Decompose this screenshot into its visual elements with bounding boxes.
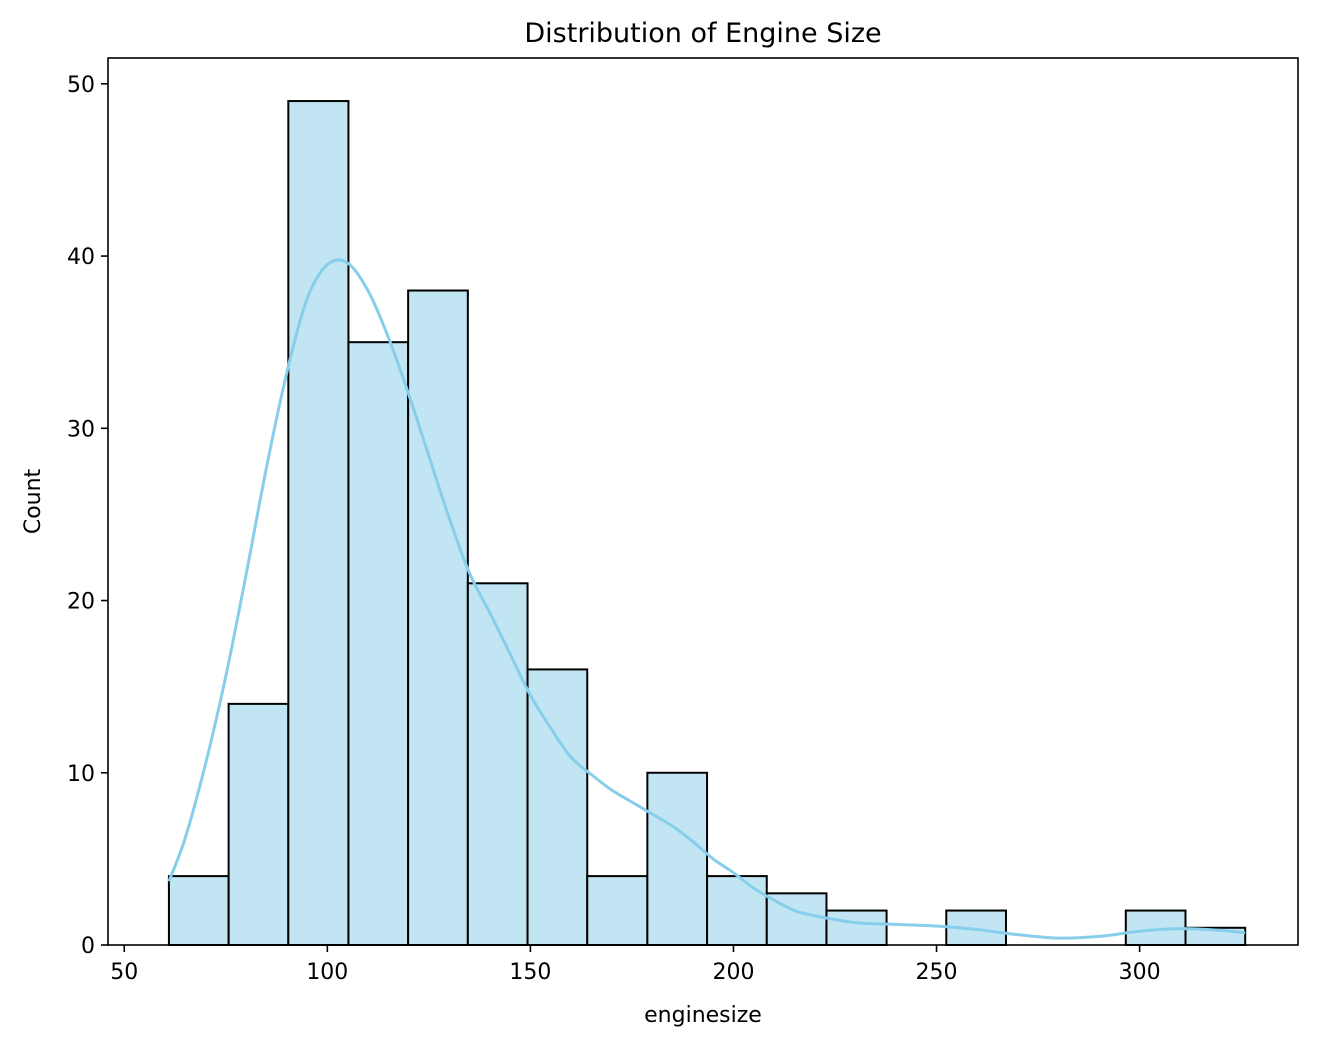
histogram-bar-0 <box>167 875 230 947</box>
x-tick-label: 250 <box>916 960 958 985</box>
y-tick-label: 50 <box>67 73 95 98</box>
x-axis-label: enginesize <box>644 1003 762 1028</box>
histogram-bar-1 <box>227 702 290 946</box>
x-axis-ticks: 50 100 150 200 250 300 <box>110 945 1161 985</box>
histogram-bar-9 <box>706 875 768 947</box>
plot-frame <box>107 57 1299 946</box>
histogram-bar-4 <box>407 289 469 946</box>
y-tick-label: 30 <box>67 417 95 442</box>
y-axis-label: Count <box>21 468 46 534</box>
chart-title: Distribution of Engine Size <box>524 18 881 49</box>
y-tick-label: 10 <box>67 762 95 787</box>
histogram-bar-2 <box>287 100 350 947</box>
y-tick-label: 0 <box>81 934 95 959</box>
y-tick-label: 20 <box>67 590 95 615</box>
bars-layer <box>167 100 1247 947</box>
x-tick-label: 300 <box>1119 960 1161 985</box>
x-tick-label: 150 <box>509 960 551 985</box>
histogram-bar-11 <box>825 909 888 947</box>
histogram-bar-7 <box>586 875 649 947</box>
x-tick-label: 200 <box>712 960 754 985</box>
histogram-bar-8 <box>646 771 709 946</box>
kde-layer <box>167 258 1246 940</box>
kde-line <box>167 258 1246 940</box>
histogram-bar-6 <box>526 668 589 946</box>
x-tick-label: 100 <box>306 960 348 985</box>
x-tick-label: 50 <box>110 960 138 985</box>
histogram-bar-3 <box>347 341 410 947</box>
histogram-bar-5 <box>466 582 529 946</box>
y-tick-label: 40 <box>67 245 95 270</box>
y-axis-ticks: 0 10 20 30 40 50 <box>67 73 108 959</box>
